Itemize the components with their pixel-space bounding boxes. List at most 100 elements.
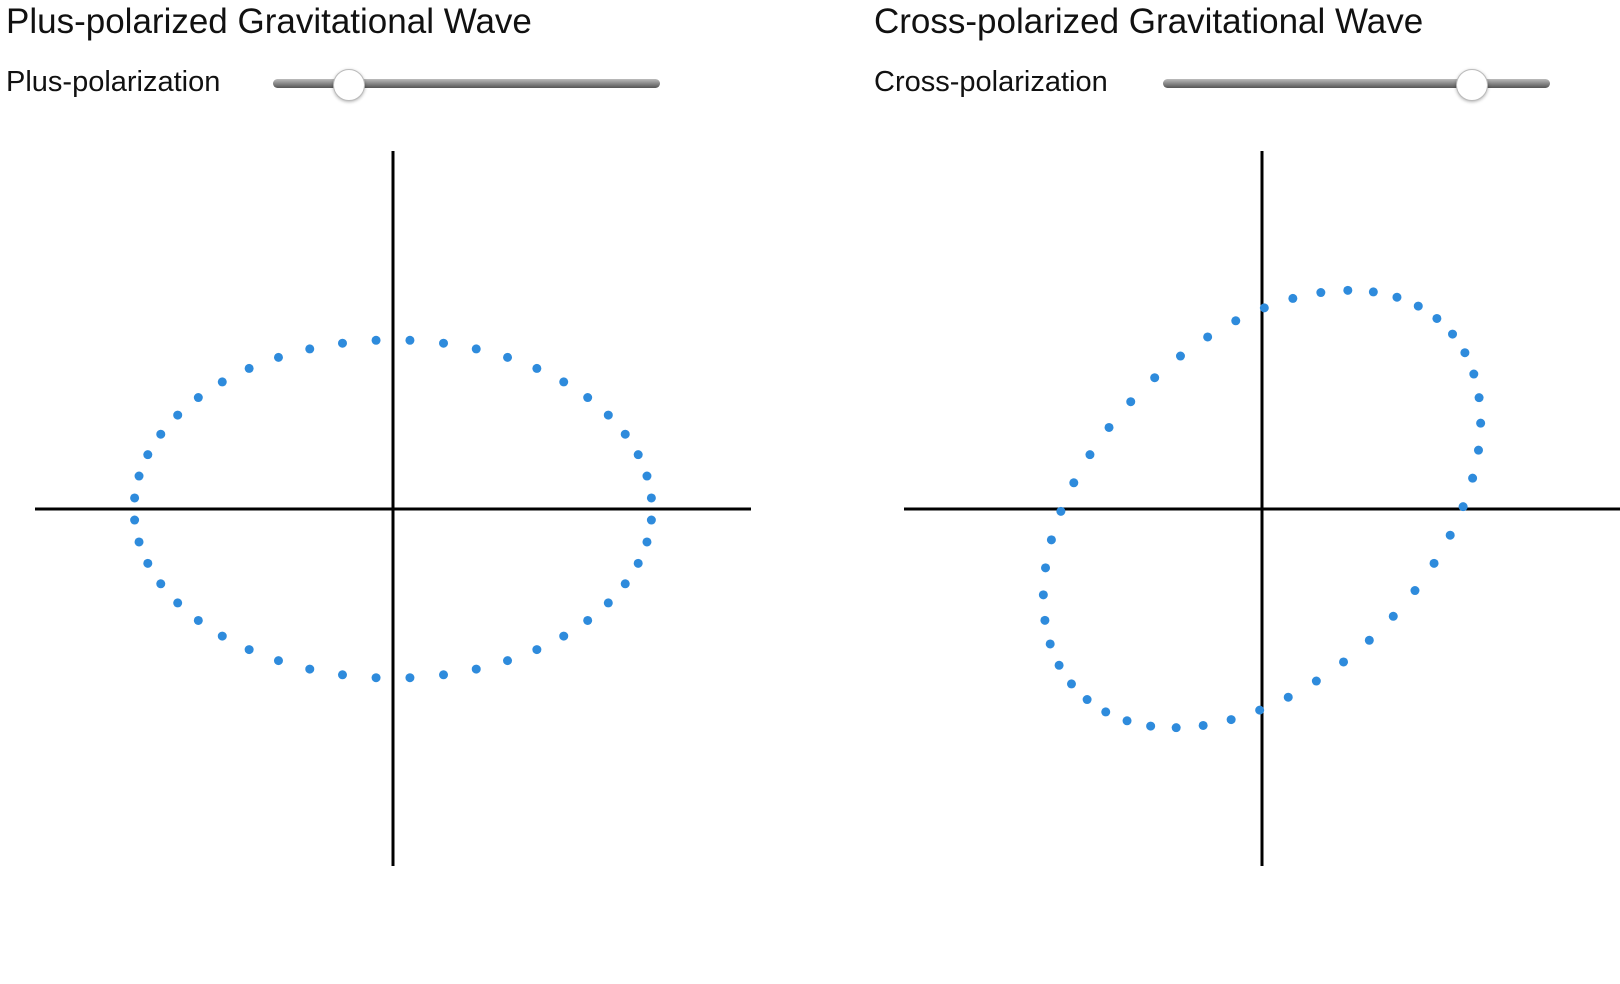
slider-label: Cross-polarization xyxy=(874,66,1108,98)
particle xyxy=(1413,301,1423,311)
particle xyxy=(193,615,203,625)
particle xyxy=(1469,369,1479,379)
particle xyxy=(646,493,656,503)
particle xyxy=(1339,657,1349,667)
particle xyxy=(1231,316,1241,326)
particle xyxy=(217,631,227,641)
particle xyxy=(244,645,254,655)
slider-thumb[interactable] xyxy=(333,69,365,101)
particle xyxy=(1283,692,1293,702)
particle xyxy=(1038,590,1048,600)
particle xyxy=(1203,332,1213,342)
particle xyxy=(1432,313,1442,323)
particle xyxy=(559,377,569,387)
particle xyxy=(1429,558,1439,568)
particle xyxy=(371,335,381,345)
particle xyxy=(1175,351,1185,361)
particle xyxy=(143,450,153,460)
particle xyxy=(503,352,513,362)
particle xyxy=(559,631,569,641)
particle xyxy=(603,410,613,420)
plus-panel: Plus-polarized Gravitational Wave Plus-p… xyxy=(0,0,800,984)
particle xyxy=(156,579,166,589)
slider-label: Plus-polarization xyxy=(6,66,221,98)
particle xyxy=(642,537,652,547)
particle xyxy=(1056,506,1066,516)
particle xyxy=(1445,530,1455,540)
particle xyxy=(1473,445,1483,455)
particle xyxy=(1150,373,1160,383)
particle xyxy=(1259,303,1269,313)
particle xyxy=(642,471,652,481)
particle xyxy=(1368,287,1378,297)
particle xyxy=(130,515,140,525)
particle xyxy=(1316,288,1326,298)
particle xyxy=(1388,611,1398,621)
particle xyxy=(156,429,166,439)
particle xyxy=(620,429,630,439)
particle xyxy=(337,338,347,348)
particle xyxy=(193,393,203,403)
particle xyxy=(1343,285,1353,295)
particle xyxy=(633,450,643,460)
particle xyxy=(273,352,283,362)
particle xyxy=(337,670,347,680)
particle xyxy=(1069,478,1079,488)
particle xyxy=(173,410,183,420)
particle xyxy=(620,579,630,589)
particle xyxy=(583,393,593,403)
particle xyxy=(134,537,144,547)
particle xyxy=(134,471,144,481)
particle xyxy=(1458,502,1468,512)
particle xyxy=(633,558,643,568)
slider-track[interactable] xyxy=(1163,79,1550,88)
particle xyxy=(1126,397,1136,407)
particle xyxy=(305,344,315,354)
particle xyxy=(130,493,140,503)
particle xyxy=(1101,707,1111,717)
particle xyxy=(1226,715,1236,725)
particle xyxy=(583,615,593,625)
particle xyxy=(439,670,449,680)
particle xyxy=(1311,676,1321,686)
particle xyxy=(1082,695,1092,705)
plot xyxy=(35,151,751,866)
particle xyxy=(1255,705,1265,715)
particle xyxy=(471,664,481,674)
slider-thumb[interactable] xyxy=(1456,69,1488,101)
cross-panel: Cross-polarized Gravitational Wave Cross… xyxy=(869,0,1620,984)
particle xyxy=(646,515,656,525)
particle xyxy=(1288,293,1298,303)
particle xyxy=(1054,660,1064,670)
particle xyxy=(1460,348,1470,358)
particle xyxy=(1198,720,1208,730)
particle xyxy=(1448,329,1458,339)
particle xyxy=(217,377,227,387)
particle xyxy=(1041,563,1051,573)
panel-title: Plus-polarized Gravitational Wave xyxy=(6,2,532,41)
particle xyxy=(1392,292,1402,302)
panel-title: Cross-polarized Gravitational Wave xyxy=(874,2,1424,41)
particle xyxy=(1040,615,1050,625)
particle xyxy=(532,363,542,373)
slider-track[interactable] xyxy=(273,79,660,88)
particle xyxy=(1146,721,1156,731)
particle xyxy=(532,645,542,655)
particle xyxy=(173,598,183,608)
particle xyxy=(1468,473,1478,483)
particle xyxy=(371,673,381,683)
particle xyxy=(1171,723,1181,733)
particle xyxy=(143,558,153,568)
particle xyxy=(1104,422,1114,432)
particle xyxy=(471,344,481,354)
particle xyxy=(1046,535,1056,545)
particle xyxy=(244,363,254,373)
particle xyxy=(1085,450,1095,460)
particle xyxy=(405,673,415,683)
particle xyxy=(603,598,613,608)
particle xyxy=(273,656,283,666)
particle xyxy=(1066,679,1076,689)
particle xyxy=(1476,418,1486,428)
particle xyxy=(405,335,415,345)
particle xyxy=(503,656,513,666)
